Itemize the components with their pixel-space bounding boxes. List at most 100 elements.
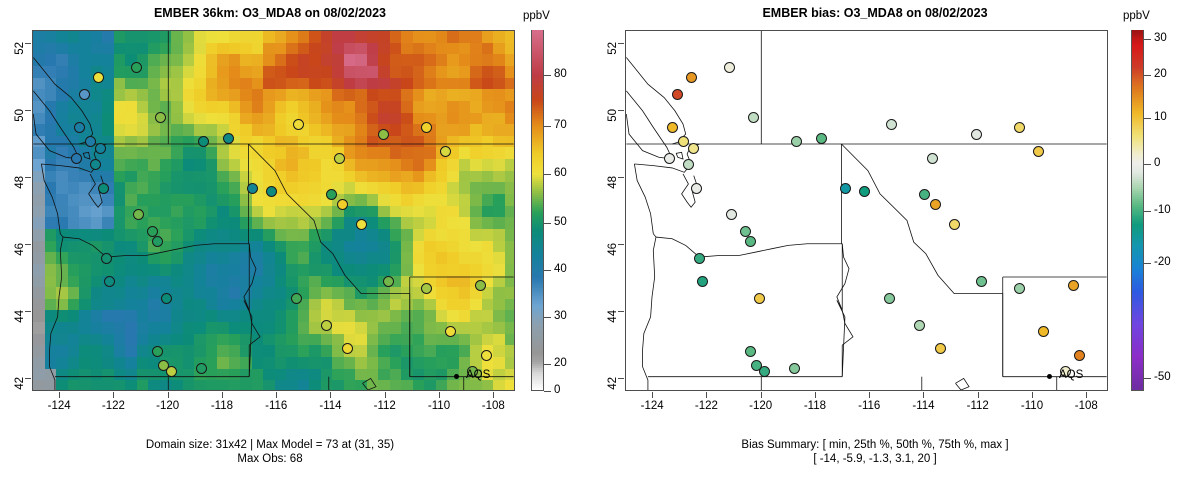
raster-cell bbox=[182, 182, 195, 195]
raster-cell bbox=[504, 124, 514, 137]
observation-marker[interactable] bbox=[1068, 279, 1080, 291]
observation-marker[interactable] bbox=[480, 349, 492, 361]
raster-cell bbox=[217, 205, 230, 218]
observation-marker[interactable] bbox=[753, 292, 765, 304]
raster-cell bbox=[263, 252, 276, 265]
observation-marker[interactable] bbox=[130, 62, 142, 74]
observation-marker[interactable] bbox=[1014, 282, 1025, 294]
observation-marker[interactable] bbox=[92, 72, 104, 84]
observation-marker[interactable] bbox=[682, 159, 694, 171]
observation-marker[interactable] bbox=[927, 152, 939, 164]
observation-marker[interactable] bbox=[70, 152, 82, 164]
observation-marker[interactable] bbox=[788, 363, 800, 375]
observation-marker[interactable] bbox=[334, 152, 346, 164]
raster-cell bbox=[504, 170, 514, 183]
observation-marker[interactable] bbox=[195, 363, 207, 375]
observation-marker[interactable] bbox=[840, 182, 852, 194]
raster-cell bbox=[458, 77, 471, 90]
observation-marker[interactable] bbox=[815, 132, 827, 144]
x-axis-label: -116 bbox=[858, 400, 881, 412]
raster-cell bbox=[343, 42, 356, 55]
raster-cell bbox=[79, 112, 92, 125]
raster-cell bbox=[470, 252, 483, 265]
raster-cell bbox=[297, 194, 310, 207]
observation-marker[interactable] bbox=[723, 62, 735, 74]
observation-marker[interactable] bbox=[100, 252, 112, 264]
observation-marker[interactable] bbox=[222, 132, 234, 144]
observation-marker[interactable] bbox=[377, 129, 389, 141]
observation-marker[interactable] bbox=[691, 182, 703, 194]
observation-marker[interactable] bbox=[290, 292, 302, 304]
observation-marker[interactable] bbox=[89, 159, 101, 171]
raster-cell bbox=[435, 42, 448, 55]
raster-cell bbox=[136, 170, 149, 183]
observation-marker[interactable] bbox=[160, 292, 172, 304]
observation-marker[interactable] bbox=[688, 142, 700, 154]
x-axis-tick bbox=[977, 392, 979, 398]
observation-marker[interactable] bbox=[696, 276, 708, 288]
colorbar-tick bbox=[1144, 210, 1151, 212]
observation-marker[interactable] bbox=[666, 122, 678, 134]
raster-cell bbox=[44, 205, 57, 218]
raster-cell bbox=[481, 100, 494, 114]
raster-cell bbox=[251, 89, 264, 102]
raster-cell bbox=[355, 159, 368, 172]
raster-cell bbox=[297, 89, 310, 102]
observation-marker[interactable] bbox=[677, 135, 689, 147]
observation-marker[interactable] bbox=[73, 122, 85, 134]
raster-cell bbox=[171, 112, 184, 125]
observation-marker[interactable] bbox=[883, 292, 895, 304]
raster-cell bbox=[481, 240, 494, 253]
x-axis-label: -120 bbox=[749, 400, 773, 412]
observation-marker[interactable] bbox=[421, 282, 432, 294]
raster-cell bbox=[458, 89, 471, 102]
observation-marker[interactable] bbox=[475, 279, 487, 291]
raster-cell bbox=[125, 31, 138, 44]
raster-cell bbox=[481, 112, 494, 125]
observation-marker[interactable] bbox=[439, 145, 451, 157]
observation-marker[interactable] bbox=[970, 129, 982, 141]
raster-cell bbox=[148, 42, 161, 55]
map-plot-bias[interactable]: AQS bbox=[625, 30, 1108, 391]
raster-cell bbox=[355, 252, 368, 265]
raster-cell bbox=[159, 217, 172, 230]
raster-cell bbox=[136, 124, 149, 137]
observation-marker[interactable] bbox=[95, 142, 107, 154]
raster-cell bbox=[44, 194, 57, 207]
observation-marker[interactable] bbox=[685, 72, 697, 84]
raster-cell bbox=[378, 159, 391, 172]
map-plot-model[interactable]: AQS bbox=[32, 30, 515, 391]
raster-cell bbox=[458, 194, 471, 207]
raster-cell bbox=[194, 147, 207, 160]
observation-marker[interactable] bbox=[1073, 349, 1085, 361]
raster-cell bbox=[251, 205, 264, 218]
raster-cell bbox=[113, 77, 126, 90]
raster-cell bbox=[366, 89, 379, 102]
raster-cell bbox=[44, 100, 57, 114]
observation-marker[interactable] bbox=[320, 319, 332, 331]
x-axis-label: -122 bbox=[101, 400, 125, 412]
observation-marker[interactable] bbox=[103, 276, 115, 288]
observation-marker[interactable] bbox=[693, 252, 705, 264]
raster-cell bbox=[205, 147, 218, 160]
raster-cell bbox=[493, 159, 506, 172]
observation-marker[interactable] bbox=[84, 135, 96, 147]
raster-cell bbox=[447, 217, 460, 230]
observation-marker[interactable] bbox=[1032, 145, 1044, 157]
observation-marker[interactable] bbox=[247, 182, 259, 194]
raster-cell bbox=[378, 205, 391, 218]
raster-cell bbox=[389, 205, 402, 218]
raster-cell bbox=[481, 205, 494, 218]
raster-cell bbox=[366, 77, 379, 90]
observation-marker[interactable] bbox=[663, 152, 675, 164]
raster-cell bbox=[56, 170, 69, 183]
raster-cell bbox=[343, 159, 356, 172]
raster-cell bbox=[228, 147, 241, 160]
observation-marker[interactable] bbox=[98, 182, 110, 194]
raster-cell bbox=[263, 31, 276, 44]
raster-cell bbox=[136, 100, 149, 114]
raster-cell bbox=[44, 42, 57, 55]
raster-cell bbox=[447, 42, 460, 55]
raster-cell bbox=[240, 42, 253, 55]
observation-marker[interactable] bbox=[913, 319, 925, 331]
